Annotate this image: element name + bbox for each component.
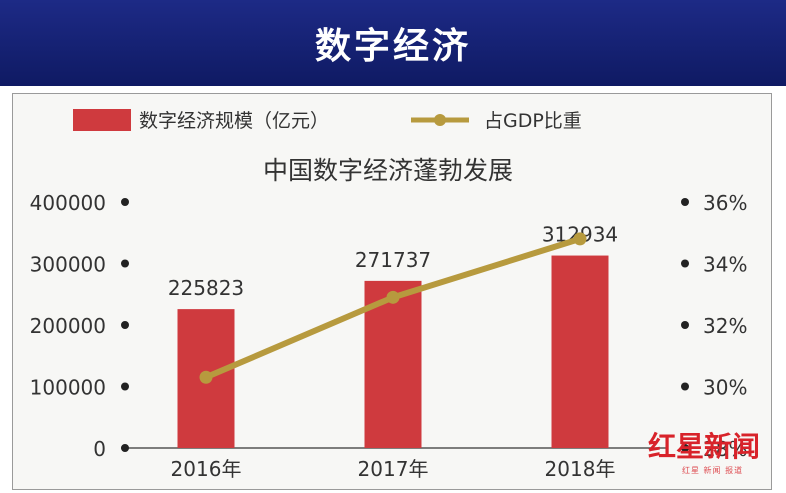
y-left-tick-label: 400000 (30, 191, 106, 215)
x-tick-label: 2017年 (358, 457, 429, 481)
y-left-tick-label: 0 (93, 437, 106, 461)
legend-bar-swatch (73, 109, 131, 131)
legend-line-marker (434, 114, 446, 126)
page-title: 数字经济 (314, 25, 471, 67)
y-left-tick-label: 100000 (30, 376, 106, 400)
watermark-logo: 红星新闻 红星 新闻 报道 (648, 425, 778, 485)
line-point (199, 370, 213, 384)
y-left-tick-dot (121, 321, 129, 329)
watermark-subtext: 红星 新闻 报道 (682, 466, 744, 475)
bar (364, 280, 422, 448)
y-right-tick-label: 32% (703, 314, 747, 338)
y-left-tick-label: 300000 (30, 253, 106, 277)
legend-line-label: 占GDP比重 (484, 110, 582, 132)
line-point (386, 290, 400, 304)
line-point (573, 232, 587, 246)
data-label: 225823 (168, 276, 244, 300)
chart-title: 中国数字经济蓬勃发展 (263, 156, 513, 185)
y-left-tick-dot (121, 444, 129, 452)
header-banner: 数字经济 (0, 0, 786, 86)
y-right-tick-label: 28% (703, 437, 747, 461)
y-left-tick-dot (121, 382, 129, 391)
chart-svg: 数字经济规模（亿元） 占GDP比重 中国数字经济蓬勃发展 400000 30000… (30, 109, 747, 481)
x-tick-label: 2016年 (171, 457, 242, 481)
y-right-tick-dot (681, 198, 689, 206)
bar (551, 255, 609, 448)
legend-bar-label: 数字经济规模（亿元） (139, 110, 329, 132)
y-right-tick-label: 34% (703, 253, 747, 277)
data-label: 271737 (355, 248, 431, 272)
y-right-tick-label: 30% (703, 376, 747, 400)
y-right-tick-dot (681, 444, 689, 452)
y-right-tick-dot (681, 382, 689, 391)
chart-panel: 数字经济规模（亿元） 占GDP比重 中国数字经济蓬勃发展 400000 30000… (12, 93, 772, 490)
x-tick-label: 2018年 (545, 457, 616, 481)
y-left-tick-dot (121, 259, 129, 268)
y-right-tick-label: 36% (703, 191, 747, 215)
y-left-tick-label: 200000 (30, 314, 106, 338)
y-right-tick-dot (681, 259, 689, 268)
y-left-tick-dot (121, 198, 129, 206)
watermark-text: 红星新闻 (648, 430, 761, 463)
y-right-tick-dot (681, 321, 689, 329)
